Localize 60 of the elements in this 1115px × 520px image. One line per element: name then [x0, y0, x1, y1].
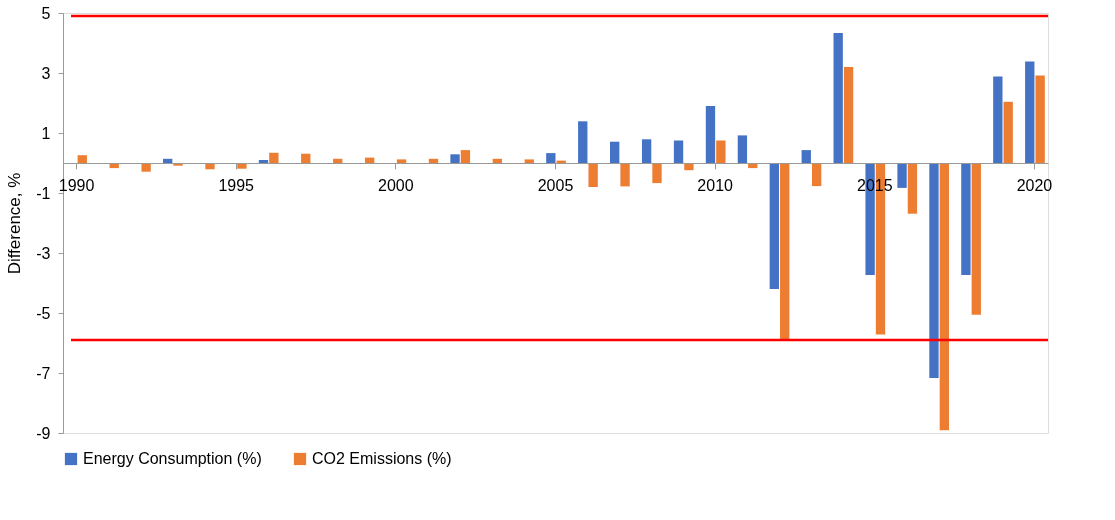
y-tick-label: -3	[36, 244, 51, 262]
x-tick-label: 2010	[697, 176, 734, 194]
bar	[641, 139, 652, 163]
bar	[269, 152, 279, 163]
y-tick-label: -7	[36, 364, 51, 382]
bar	[333, 158, 343, 163]
bar	[684, 163, 694, 171]
legend-label: Energy Consumption (%)	[83, 450, 262, 467]
y-tick-label: 1	[41, 124, 51, 142]
bar	[237, 163, 247, 169]
x-tick-label: 2005	[537, 176, 574, 194]
bar	[961, 163, 971, 275]
bar	[993, 76, 1003, 163]
bar	[396, 159, 407, 163]
bar	[546, 153, 556, 163]
x-tick-label: 2000	[378, 176, 414, 194]
bar	[929, 163, 939, 379]
bar	[578, 121, 588, 163]
bar	[843, 67, 854, 163]
bar	[460, 150, 471, 163]
bar	[524, 159, 534, 163]
x-tick-label: 1990	[58, 176, 95, 194]
bar	[1003, 101, 1013, 163]
bar	[769, 163, 779, 289]
bar	[450, 154, 460, 163]
bar	[737, 135, 748, 163]
bar	[301, 153, 311, 163]
bar	[492, 158, 503, 163]
bar	[897, 163, 907, 188]
bar	[258, 160, 269, 163]
bar	[163, 158, 173, 163]
y-tick-label: -1	[36, 184, 51, 202]
bar	[971, 163, 981, 315]
bar	[428, 158, 439, 163]
bar	[705, 106, 716, 163]
bar	[811, 163, 822, 187]
bar	[141, 163, 151, 172]
bar	[1035, 75, 1045, 163]
bar	[716, 140, 726, 163]
bar	[588, 163, 598, 187]
x-tick-label: 1995	[218, 176, 255, 194]
bar	[77, 155, 87, 163]
bar	[364, 157, 375, 163]
bar	[780, 163, 790, 340]
y-tick-label: 3	[41, 64, 51, 82]
y-tick-label: 5	[41, 4, 51, 22]
bar	[620, 163, 630, 187]
y-tick-label: -5	[36, 304, 51, 322]
bar	[907, 163, 918, 214]
x-tick-label: 2020	[1016, 176, 1053, 194]
bar	[801, 150, 811, 163]
bar	[673, 140, 684, 163]
bar	[610, 141, 620, 163]
bar	[652, 163, 662, 184]
legend-label: CO2 Emissions (%)	[312, 450, 452, 467]
bar	[833, 33, 843, 163]
bar	[1025, 61, 1035, 163]
y-tick-label: -9	[36, 424, 51, 442]
y-axis-title: Difference, %	[5, 172, 25, 275]
bar	[939, 163, 950, 431]
